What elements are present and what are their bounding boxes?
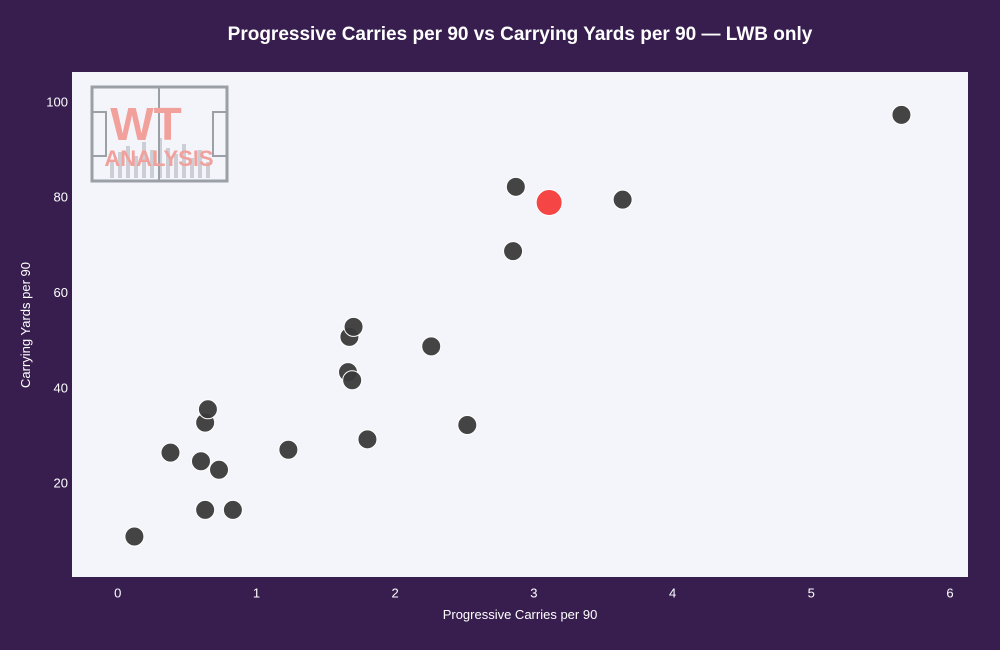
chart-title: Progressive Carries per 90 vs Carrying Y…: [228, 24, 813, 45]
logo-bar: [158, 138, 162, 178]
logo-bar: [150, 150, 154, 178]
x-tick-label: 2: [392, 585, 399, 600]
x-tick-label: 5: [808, 585, 815, 600]
data-point[interactable]: [342, 370, 363, 391]
data-point[interactable]: [197, 399, 218, 420]
wt-analysis-logo: WT ANALYSIS: [90, 85, 229, 183]
x-tick-label: 6: [946, 585, 953, 600]
data-point[interactable]: [195, 499, 216, 520]
logo-text-wt: WT: [110, 98, 182, 150]
logo-pitch-box-right: [212, 111, 228, 157]
logo-text-analysis: ANALYSIS: [104, 146, 213, 171]
x-axis-ticks: 0 1 2 3 4 5 6: [114, 585, 953, 600]
logo-bar: [206, 162, 210, 178]
logo-bar: [134, 156, 138, 178]
y-tick-label: 80: [54, 190, 68, 205]
logo-bar: [166, 148, 170, 178]
logo-bars: [110, 138, 210, 178]
logo-bar: [142, 142, 146, 178]
logo-bar: [126, 146, 130, 178]
data-points: [124, 104, 912, 547]
data-point[interactable]: [343, 316, 364, 337]
data-point[interactable]: [503, 241, 524, 262]
data-point[interactable]: [209, 459, 230, 480]
data-point[interactable]: [278, 439, 299, 460]
data-point[interactable]: [505, 176, 526, 197]
data-point[interactable]: [160, 442, 181, 463]
data-point[interactable]: [891, 104, 912, 125]
logo-bar: [198, 150, 202, 178]
data-point[interactable]: [222, 499, 243, 520]
data-point[interactable]: [124, 526, 145, 547]
y-tick-label: 40: [54, 380, 68, 395]
data-point[interactable]: [357, 429, 378, 450]
x-tick-label: 0: [114, 585, 121, 600]
logo-pitch-box-left: [91, 111, 107, 157]
logo-bar: [110, 160, 114, 178]
x-tick-label: 3: [530, 585, 537, 600]
x-tick-label: 4: [669, 585, 676, 600]
x-tick-label: 1: [253, 585, 260, 600]
y-tick-label: 20: [54, 476, 68, 491]
logo-bar: [182, 144, 186, 178]
highlighted-data-point[interactable]: [535, 189, 563, 217]
y-tick-label: 100: [46, 94, 68, 109]
data-point[interactable]: [421, 336, 442, 357]
logo-bar: [118, 152, 122, 178]
data-point[interactable]: [457, 415, 478, 436]
data-point[interactable]: [612, 189, 633, 210]
logo-bar: [190, 158, 194, 178]
logo-bar: [174, 154, 178, 178]
y-axis-label: Carrying Yards per 90: [18, 262, 33, 388]
x-axis-label: Progressive Carries per 90: [443, 607, 598, 622]
y-tick-label: 60: [54, 285, 68, 300]
y-axis-ticks: 20 40 60 80 100: [46, 94, 68, 490]
data-point[interactable]: [190, 451, 211, 472]
